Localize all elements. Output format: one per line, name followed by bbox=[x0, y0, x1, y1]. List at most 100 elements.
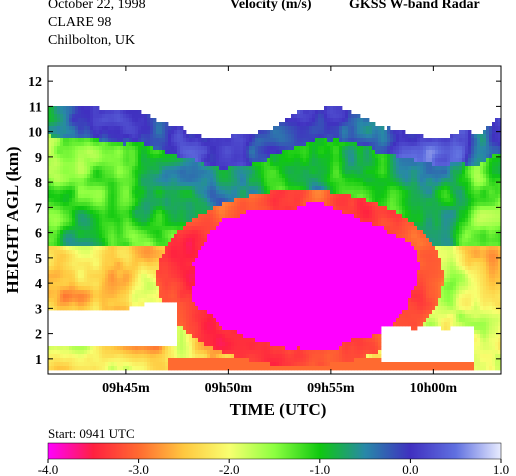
velocity-cell bbox=[180, 238, 184, 243]
velocity-cell bbox=[393, 166, 397, 171]
velocity-cell bbox=[138, 198, 142, 203]
velocity-cell bbox=[168, 130, 172, 135]
velocity-cell bbox=[288, 238, 292, 243]
velocity-cell bbox=[279, 226, 283, 231]
velocity-cell bbox=[93, 126, 97, 131]
velocity-cell bbox=[90, 206, 94, 211]
velocity-cell bbox=[201, 202, 205, 207]
velocity-cell bbox=[489, 138, 493, 143]
velocity-cell bbox=[255, 218, 259, 223]
velocity-cell bbox=[192, 218, 196, 223]
velocity-cell bbox=[105, 182, 109, 187]
velocity-cell bbox=[384, 250, 388, 255]
velocity-cell bbox=[222, 158, 226, 163]
velocity-cell bbox=[78, 190, 82, 195]
velocity-cell bbox=[450, 182, 454, 187]
velocity-cell bbox=[141, 238, 145, 243]
velocity-cell bbox=[480, 146, 484, 151]
velocity-cell bbox=[309, 198, 313, 203]
velocity-cell bbox=[450, 134, 454, 139]
velocity-cell bbox=[267, 178, 271, 183]
velocity-cell bbox=[366, 210, 370, 215]
velocity-cell bbox=[489, 150, 493, 155]
velocity-cell bbox=[333, 230, 337, 235]
velocity-cell bbox=[246, 174, 250, 179]
velocity-cell bbox=[237, 138, 241, 143]
velocity-cell bbox=[126, 182, 130, 187]
velocity-cell bbox=[51, 206, 55, 211]
velocity-cell bbox=[159, 238, 163, 243]
velocity-cell bbox=[54, 246, 58, 251]
velocity-cell bbox=[411, 178, 415, 183]
velocity-cell bbox=[339, 218, 343, 223]
velocity-cell bbox=[153, 202, 157, 207]
velocity-cell bbox=[318, 150, 322, 155]
velocity-cell bbox=[81, 194, 85, 199]
velocity-cell bbox=[69, 114, 73, 119]
velocity-cell bbox=[429, 170, 433, 175]
velocity-cell bbox=[300, 206, 304, 211]
velocity-cell bbox=[234, 178, 238, 183]
velocity-cell bbox=[69, 126, 73, 131]
velocity-cell bbox=[141, 114, 145, 119]
velocity-cell bbox=[294, 242, 298, 247]
velocity-cell bbox=[60, 166, 64, 171]
velocity-cell bbox=[69, 166, 73, 171]
velocity-cell bbox=[423, 170, 427, 175]
velocity-cell bbox=[315, 126, 319, 131]
velocity-cell bbox=[201, 146, 205, 151]
velocity-cell bbox=[336, 234, 340, 239]
velocity-cell bbox=[375, 182, 379, 187]
velocity-cell bbox=[114, 190, 118, 195]
velocity-cell bbox=[315, 230, 319, 235]
velocity-cell bbox=[228, 230, 232, 235]
velocity-cell bbox=[321, 122, 325, 127]
velocity-cell bbox=[87, 126, 91, 131]
velocity-cell bbox=[318, 134, 322, 139]
velocity-cell bbox=[51, 254, 55, 259]
velocity-cell bbox=[147, 222, 151, 227]
velocity-cell bbox=[159, 166, 163, 171]
velocity-cell bbox=[291, 138, 295, 143]
velocity-cell bbox=[174, 182, 178, 187]
velocity-cell bbox=[144, 166, 148, 171]
velocity-cell bbox=[435, 214, 439, 219]
velocity-cell bbox=[117, 222, 121, 227]
velocity-cell bbox=[303, 110, 307, 115]
velocity-cell bbox=[243, 190, 247, 195]
velocity-cell bbox=[474, 242, 478, 247]
velocity-cell bbox=[54, 150, 58, 155]
velocity-cell bbox=[135, 206, 139, 211]
velocity-cell bbox=[84, 214, 88, 219]
velocity-cell bbox=[171, 250, 175, 255]
velocity-cell bbox=[312, 198, 316, 203]
velocity-cell bbox=[234, 138, 238, 143]
velocity-cell bbox=[384, 190, 388, 195]
velocity-cell bbox=[363, 234, 367, 239]
velocity-cell bbox=[411, 162, 415, 167]
velocity-cell bbox=[153, 190, 157, 195]
velocity-cell bbox=[477, 234, 481, 239]
velocity-cell bbox=[402, 238, 406, 243]
velocity-cell bbox=[378, 218, 382, 223]
velocity-cell bbox=[219, 250, 223, 255]
velocity-cell bbox=[444, 142, 448, 147]
velocity-cell bbox=[120, 138, 124, 143]
velocity-cell bbox=[264, 182, 268, 187]
velocity-cell bbox=[90, 150, 94, 155]
velocity-cell bbox=[144, 186, 148, 191]
velocity-cell bbox=[231, 198, 235, 203]
velocity-cell bbox=[330, 210, 334, 215]
velocity-cell bbox=[126, 162, 130, 167]
velocity-cell bbox=[279, 186, 283, 191]
velocity-cell bbox=[309, 242, 313, 247]
velocity-cell bbox=[183, 234, 187, 239]
velocity-cell bbox=[189, 222, 193, 227]
velocity-cell bbox=[438, 246, 442, 251]
velocity-cell bbox=[57, 138, 61, 143]
velocity-cell bbox=[90, 190, 94, 195]
velocity-cell bbox=[141, 142, 145, 147]
velocity-cell bbox=[228, 206, 232, 211]
velocity-cell bbox=[51, 182, 55, 187]
velocity-cell bbox=[267, 210, 271, 215]
